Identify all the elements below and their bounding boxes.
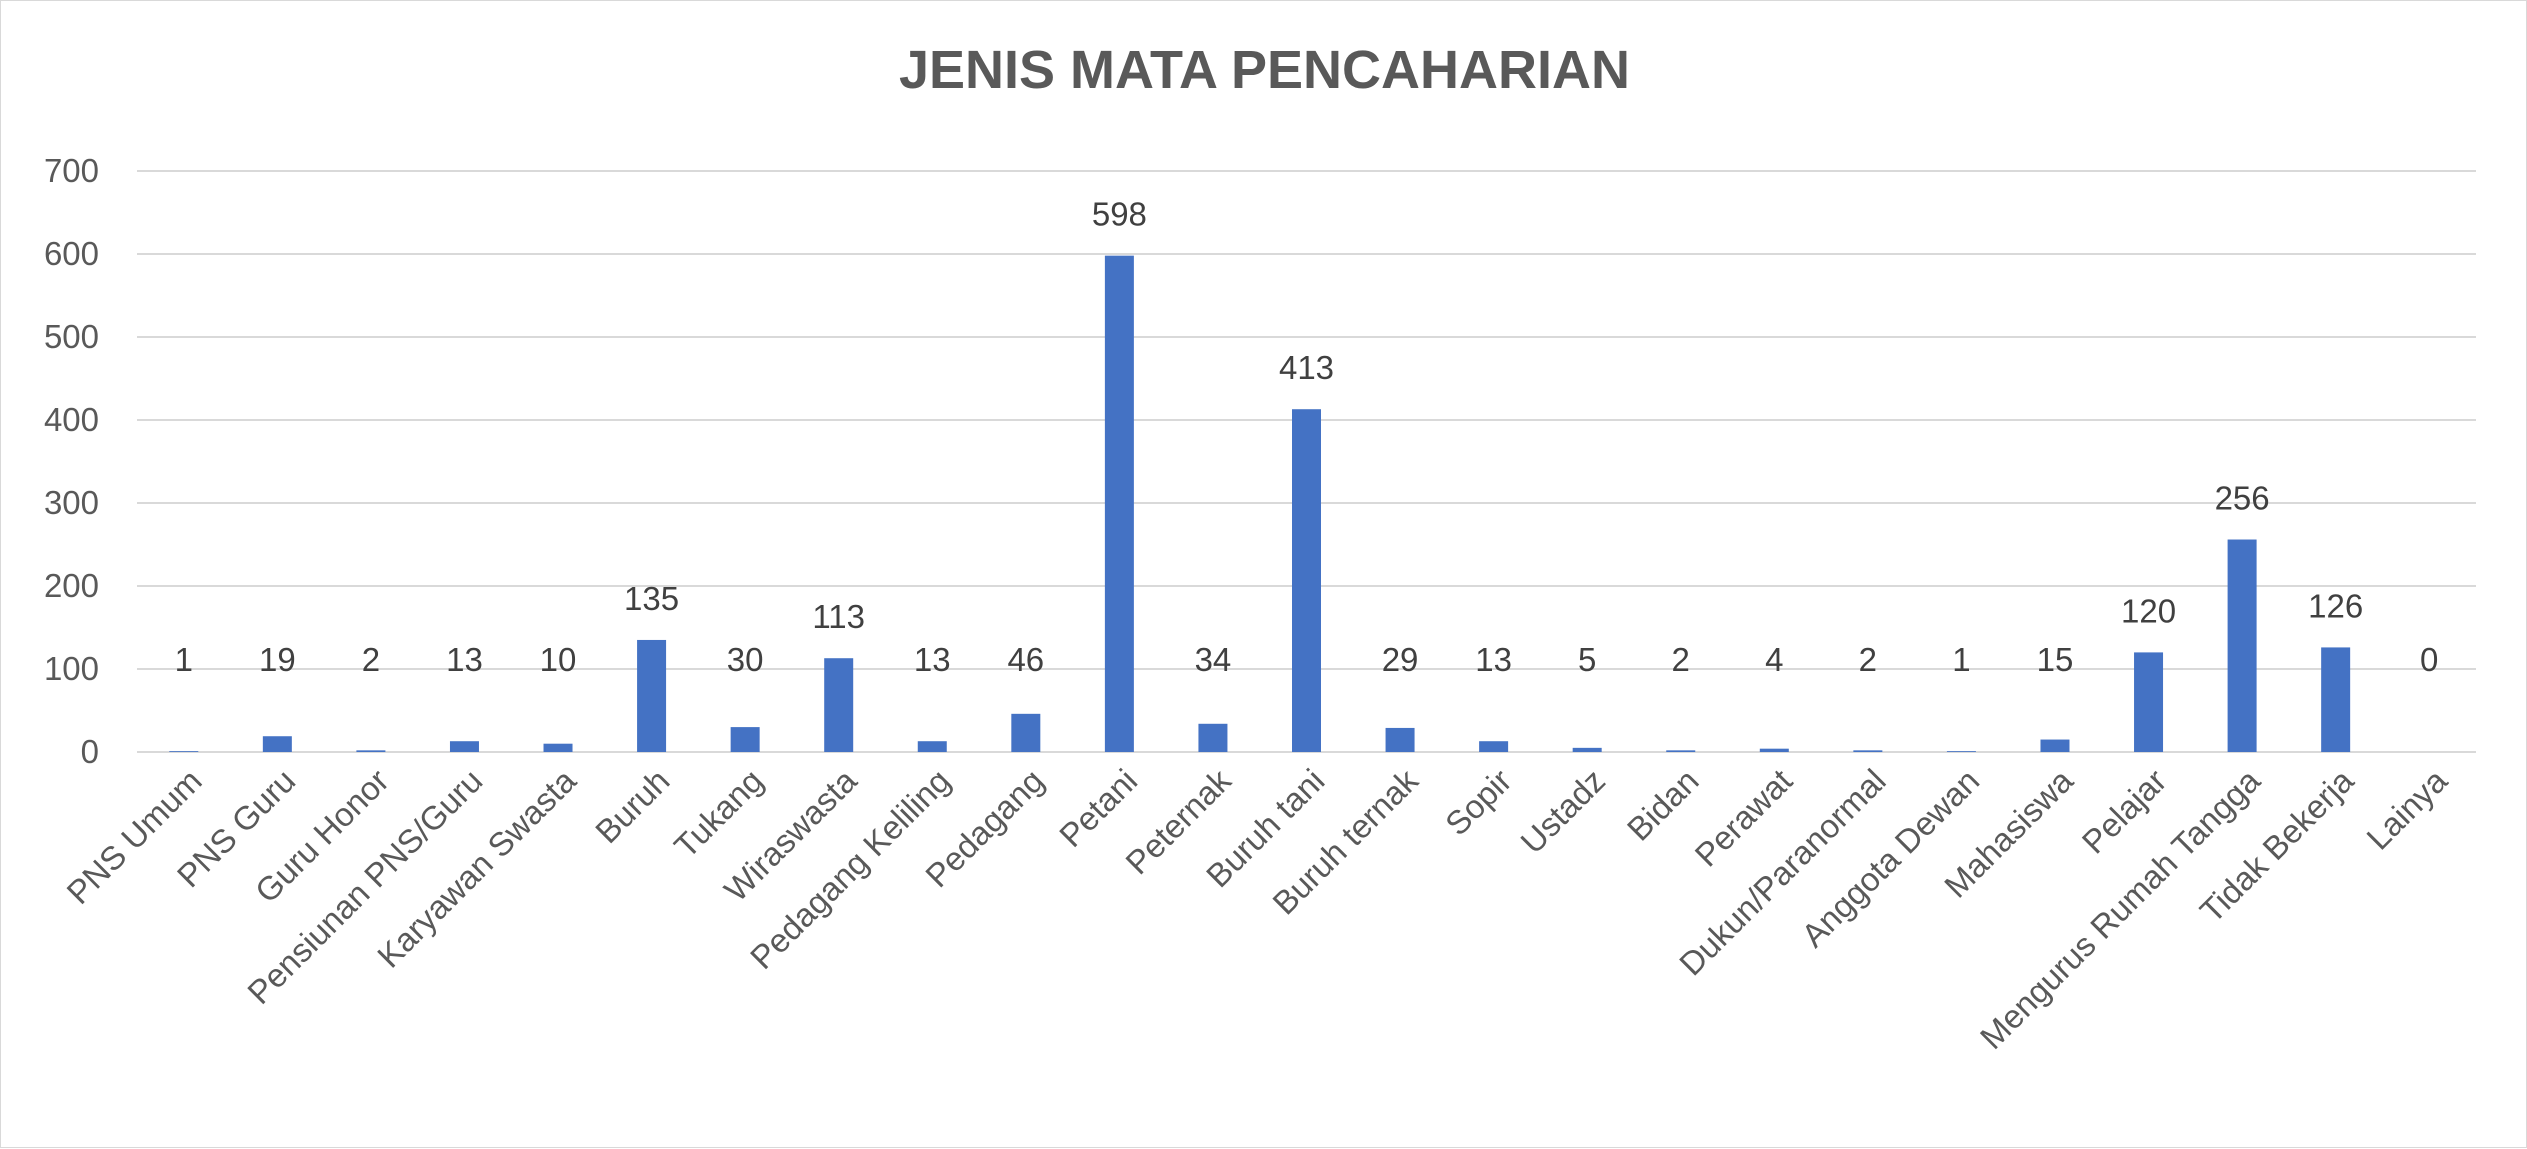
bar	[2040, 739, 2070, 752]
bar	[1853, 750, 1883, 752]
data-label: 1	[1952, 641, 1970, 678]
data-label: 15	[2037, 641, 2074, 678]
y-tick-label: 200	[44, 567, 99, 604]
data-label: 2	[1859, 641, 1877, 678]
bar	[1572, 747, 1602, 752]
data-label: 120	[2121, 592, 2176, 629]
bars	[169, 255, 2351, 752]
bar	[169, 751, 199, 752]
bar	[637, 639, 667, 752]
y-tick-label: 100	[44, 650, 99, 687]
bar	[1946, 751, 1976, 752]
bar	[2321, 647, 2351, 752]
data-label: 19	[259, 641, 296, 678]
bar	[1011, 713, 1041, 752]
bar	[356, 750, 386, 752]
bar	[824, 658, 854, 752]
category-label: Bidan	[1620, 762, 1706, 848]
category-label: Buruh	[588, 762, 676, 850]
data-label: 5	[1578, 641, 1596, 678]
data-label: 126	[2308, 587, 2363, 624]
bar	[1104, 255, 1134, 752]
y-tick-label: 700	[44, 152, 99, 189]
data-label: 10	[540, 641, 577, 678]
bar	[730, 727, 760, 752]
category-label: PNS Umum	[59, 762, 208, 911]
y-axis-ticks: 0 100 200 300 400 500 600 700	[44, 152, 99, 770]
category-label: Sopir	[1438, 762, 1519, 843]
category-label: Lainya	[2359, 761, 2454, 856]
data-label: 598	[1092, 196, 1147, 233]
bar	[449, 741, 479, 752]
data-label: 135	[624, 580, 679, 617]
category-label: Ustadz	[1513, 762, 1612, 861]
data-label: 13	[446, 641, 483, 678]
bar	[262, 736, 292, 752]
bar	[1666, 750, 1696, 752]
data-label: 4	[1765, 641, 1783, 678]
y-tick-label: 600	[44, 235, 99, 272]
bar	[543, 743, 573, 752]
category-label: Petani	[1052, 762, 1144, 854]
bar	[1385, 727, 1415, 752]
data-label: 29	[1382, 641, 1419, 678]
bar	[2227, 539, 2257, 752]
data-label: 0	[2420, 641, 2438, 678]
data-label: 46	[1007, 641, 1044, 678]
data-label: 413	[1279, 349, 1334, 386]
data-label: 113	[812, 598, 865, 635]
data-label: 2	[1672, 641, 1690, 678]
bar	[1759, 748, 1789, 752]
bar	[917, 741, 947, 752]
chart-title: JENIS MATA PENCAHARIAN	[898, 40, 1631, 100]
data-label: 13	[914, 641, 951, 678]
y-tick-label: 300	[44, 484, 99, 521]
bar	[2134, 652, 2164, 752]
y-tick-label: 400	[44, 401, 99, 438]
y-tick-label: 0	[81, 733, 99, 770]
data-label: 2	[362, 641, 380, 678]
data-label: 34	[1195, 641, 1232, 678]
data-label: 30	[727, 641, 764, 678]
y-tick-label: 500	[44, 318, 99, 355]
bar	[1479, 741, 1509, 752]
bar	[1292, 409, 1321, 752]
bar	[1198, 723, 1228, 752]
data-label: 1	[175, 641, 193, 678]
data-label: 256	[2215, 480, 2270, 517]
data-label: 13	[1475, 641, 1512, 678]
